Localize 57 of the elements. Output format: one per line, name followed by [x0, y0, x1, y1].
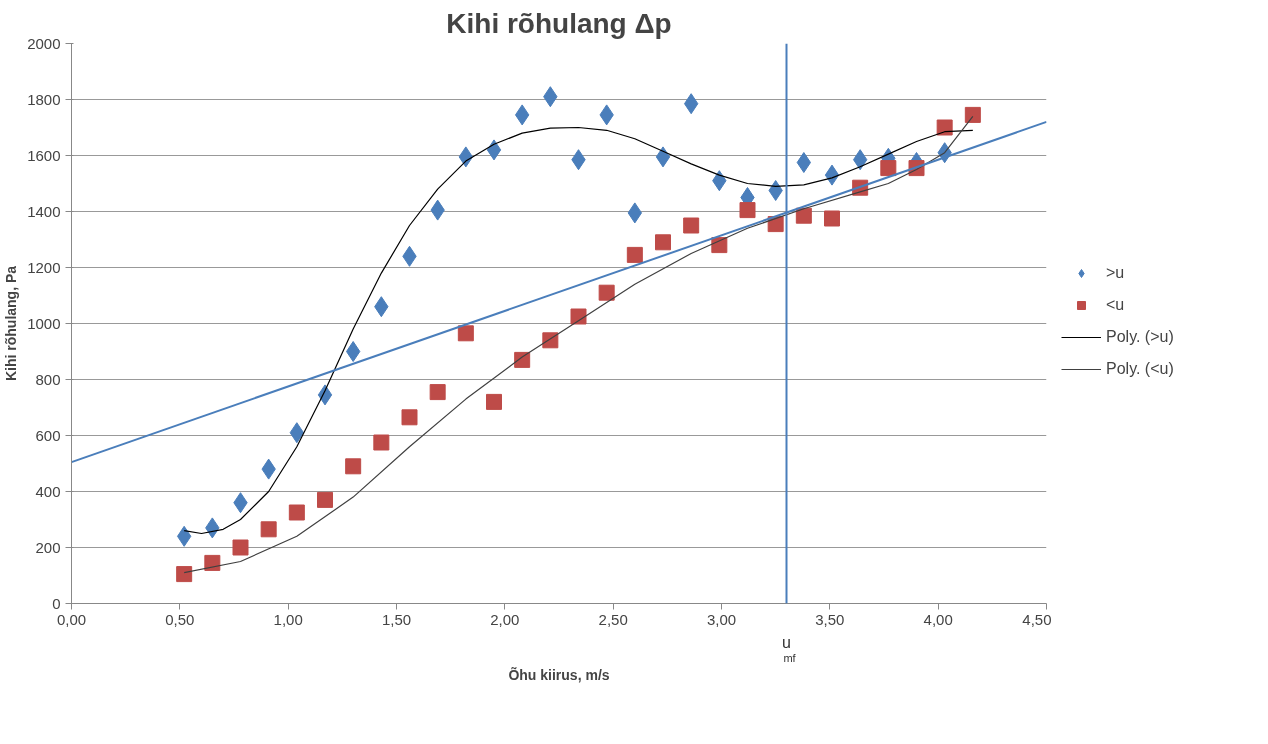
point	[683, 217, 700, 234]
point	[457, 325, 474, 342]
point	[655, 146, 671, 168]
y-tick-label: 1400	[27, 202, 61, 220]
x-tick-label: 0,50	[165, 610, 195, 628]
point	[429, 384, 446, 401]
x-tick-label: 4,00	[923, 610, 953, 628]
ref-line-label: umf	[777, 633, 797, 664]
y-tick-label: 200	[35, 538, 61, 556]
x-tick-label: 2,50	[598, 610, 628, 628]
y-tick-label: 1000	[27, 314, 61, 332]
legend-label: Poly. (>u)	[1106, 327, 1174, 346]
point	[964, 106, 981, 123]
point	[936, 119, 953, 136]
y-tick-label: 1800	[27, 90, 61, 108]
point	[486, 139, 502, 161]
point	[880, 160, 897, 177]
legend-label: >u	[1106, 263, 1126, 282]
y-tick-label: 2000	[27, 34, 61, 52]
point	[232, 539, 249, 556]
point	[345, 458, 362, 475]
y-tick-label: 800	[35, 370, 61, 388]
point	[346, 341, 361, 362]
point	[260, 521, 277, 538]
point	[768, 180, 783, 201]
point	[598, 284, 615, 301]
x-tick-label: 1,00	[273, 610, 303, 628]
x-tick-label: 3,00	[706, 610, 737, 628]
legend-label: Poly. (<u)	[1106, 359, 1174, 378]
x-axis-title: Õhu kiirus, m/s	[508, 665, 610, 683]
point	[570, 308, 587, 325]
point	[486, 393, 502, 410]
point	[204, 554, 221, 571]
point	[317, 491, 333, 508]
y-tick-label: 600	[35, 426, 61, 444]
x-tick-label: 0,00	[56, 610, 87, 628]
point	[401, 409, 418, 426]
x-tick-label: 4,50	[1022, 610, 1052, 628]
legend-label: <u	[1106, 295, 1126, 314]
y-axis-title: Kihi rõhulang, Pa	[3, 265, 20, 382]
y-tick-label: 1600	[27, 146, 61, 164]
point	[288, 504, 305, 521]
x-tick-label: 1,50	[381, 610, 412, 628]
point	[626, 246, 643, 263]
point	[739, 202, 756, 219]
point	[796, 152, 811, 173]
x-tick-label: 3,50	[815, 610, 845, 628]
y-tick-label: 1200	[27, 258, 61, 276]
point	[373, 434, 390, 451]
point	[176, 566, 193, 583]
point	[824, 210, 840, 227]
y-tick-label: 400	[35, 482, 61, 500]
y-tick-label: 0	[52, 594, 61, 612]
x-tick-label: 2,00	[490, 610, 520, 628]
point	[795, 207, 812, 224]
chart-title: Kihi rõhulang Δp	[446, 7, 672, 39]
point	[655, 234, 671, 251]
